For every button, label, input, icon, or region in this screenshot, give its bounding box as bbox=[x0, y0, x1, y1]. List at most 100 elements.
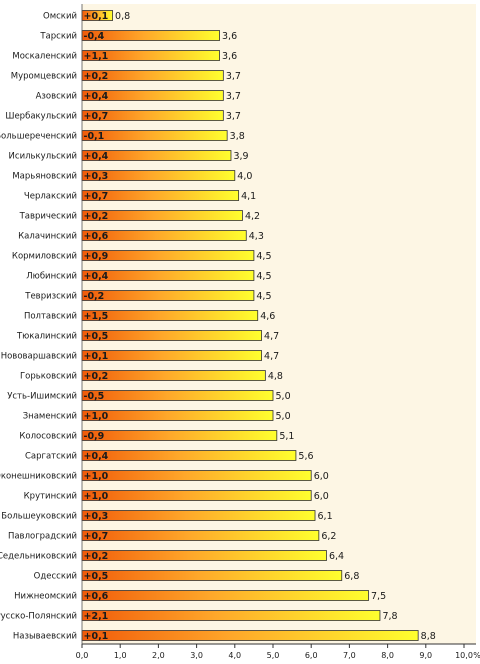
category-label: Москаленский bbox=[12, 52, 77, 62]
value-label: 4,7 bbox=[264, 331, 279, 342]
x-tick-label: 9,0 bbox=[419, 651, 432, 660]
bar bbox=[81, 610, 381, 621]
bar bbox=[81, 370, 266, 381]
bar bbox=[81, 450, 297, 461]
value-label: 4,1 bbox=[241, 191, 256, 202]
value-label: 4,7 bbox=[264, 351, 279, 362]
bar bbox=[81, 390, 274, 401]
category-label: Тарский bbox=[39, 32, 77, 42]
value-label: 3,8 bbox=[230, 131, 245, 142]
change-label: +2,1 bbox=[84, 611, 109, 622]
category-label: Одесский bbox=[34, 572, 77, 582]
category-label: Омский bbox=[43, 12, 77, 22]
value-label: 6,8 bbox=[344, 571, 359, 582]
value-label: 4,5 bbox=[256, 251, 271, 262]
change-label: +0,5 bbox=[84, 331, 109, 342]
value-label: 6,2 bbox=[321, 531, 336, 542]
category-label: Исилькульский bbox=[9, 152, 77, 162]
change-label: +0,7 bbox=[84, 191, 109, 202]
x-tick-label: 4,0 bbox=[228, 651, 241, 660]
change-label: +0,2 bbox=[84, 551, 109, 562]
change-label: +1,5 bbox=[84, 311, 109, 322]
category-label: Называевский bbox=[13, 632, 77, 642]
x-tick-label: 1,0 bbox=[114, 651, 127, 660]
bar bbox=[81, 330, 262, 341]
category-label: Нововаршавский bbox=[1, 352, 77, 362]
change-label: +0,4 bbox=[84, 451, 109, 462]
value-label: 5,0 bbox=[276, 391, 291, 402]
value-label: 5,0 bbox=[276, 411, 291, 422]
x-tick-label: 5,0 bbox=[267, 651, 280, 660]
x-tick-label: 3,0 bbox=[190, 651, 203, 660]
change-label: +1,0 bbox=[84, 471, 109, 482]
change-label: +0,2 bbox=[84, 211, 109, 222]
category-label: Черлакский bbox=[24, 192, 77, 202]
x-tick-label: 0,0 bbox=[76, 651, 89, 660]
x-tick-label: 7,0 bbox=[343, 651, 356, 660]
value-label: 4,0 bbox=[237, 171, 252, 182]
value-label: 3,7 bbox=[226, 91, 241, 102]
category-label: Марьяновский bbox=[12, 172, 77, 182]
bar bbox=[81, 290, 255, 301]
change-label: -0,9 bbox=[84, 431, 105, 442]
change-label: +0,9 bbox=[84, 251, 109, 262]
value-label: 8,8 bbox=[421, 631, 436, 642]
value-label: 3,7 bbox=[226, 71, 241, 82]
bar bbox=[81, 630, 419, 641]
value-label: 7,5 bbox=[371, 591, 386, 602]
bar bbox=[81, 310, 259, 321]
bar bbox=[81, 490, 312, 501]
x-tick-label: 6,0 bbox=[305, 651, 318, 660]
change-label: +0,2 bbox=[84, 371, 109, 382]
change-label: +0,5 bbox=[84, 571, 109, 582]
change-label: +0,4 bbox=[84, 271, 109, 282]
change-label: +0,4 bbox=[84, 91, 109, 102]
x-axis: 0,0 1,0 2,0 3,0 4,0 5,0 6,0 7,0 8,0 9,0 10,0% bbox=[76, 4, 480, 660]
bar bbox=[81, 590, 369, 601]
category-label: Большереченский bbox=[0, 132, 77, 142]
value-label: 4,6 bbox=[260, 311, 275, 322]
change-label: -0,5 bbox=[84, 391, 105, 402]
bar bbox=[81, 570, 343, 581]
value-label: 6,0 bbox=[314, 471, 329, 482]
category-label: Таврический bbox=[19, 212, 77, 222]
change-label: +0,6 bbox=[84, 591, 109, 602]
value-label: 3,6 bbox=[222, 51, 237, 62]
value-label: 3,7 bbox=[226, 111, 241, 122]
x-unit-label: % bbox=[473, 651, 480, 660]
bars-group bbox=[81, 10, 419, 641]
category-label: Усть-Ишимский bbox=[7, 392, 77, 402]
value-label: 5,6 bbox=[298, 451, 313, 462]
change-label: +0,1 bbox=[84, 631, 109, 642]
change-label: +1,1 bbox=[84, 51, 109, 62]
category-label: Муромцевский bbox=[11, 72, 77, 82]
change-label: -0,4 bbox=[84, 31, 105, 42]
change-label: +0,3 bbox=[84, 511, 109, 522]
category-label: Азовский bbox=[36, 92, 77, 102]
change-label: -0,2 bbox=[84, 291, 105, 302]
value-label: 4,3 bbox=[249, 231, 264, 242]
x-tick-label: 2,0 bbox=[152, 651, 165, 660]
bar bbox=[81, 510, 316, 521]
bar bbox=[81, 470, 312, 481]
change-label: +0,7 bbox=[84, 531, 109, 542]
change-label: +0,7 bbox=[84, 111, 109, 122]
value-label: 7,8 bbox=[382, 611, 397, 622]
value-label: 6,0 bbox=[314, 491, 329, 502]
category-label: Кормиловский bbox=[12, 252, 77, 262]
value-label: 4,5 bbox=[256, 291, 271, 302]
bar bbox=[81, 550, 327, 561]
change-label: -0,1 bbox=[84, 131, 105, 142]
value-label: 3,6 bbox=[222, 31, 237, 42]
change-label: +0,4 bbox=[84, 151, 109, 162]
change-label: +1,0 bbox=[84, 491, 109, 502]
change-label: +0,1 bbox=[84, 11, 109, 22]
value-label: 6,1 bbox=[318, 511, 333, 522]
bar bbox=[81, 430, 278, 441]
change-label: +1,0 bbox=[84, 411, 109, 422]
category-label: Полтавский bbox=[24, 312, 77, 322]
category-label: Тюкалинский bbox=[16, 332, 77, 342]
category-label: Большеуковский bbox=[1, 512, 77, 522]
category-label: Седельниковский bbox=[0, 552, 77, 562]
